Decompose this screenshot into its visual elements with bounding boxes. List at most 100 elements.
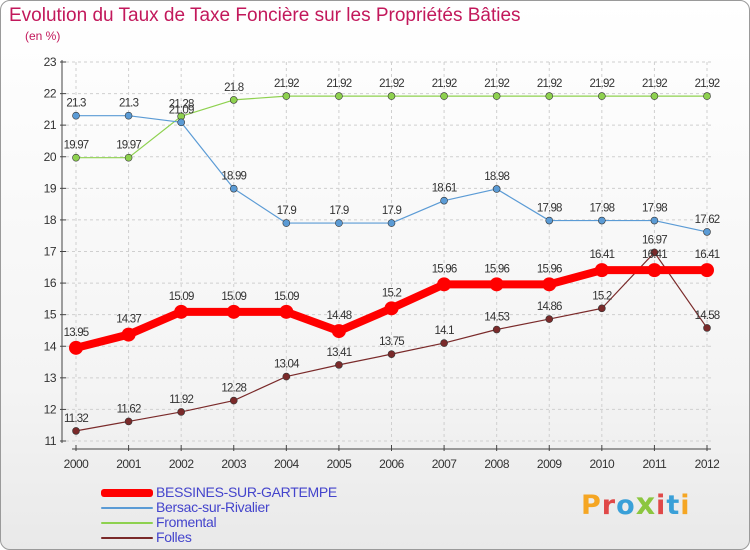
- x-tick-label: 2003: [221, 457, 247, 471]
- data-label-bersac: 17.9: [277, 205, 297, 217]
- data-point-folles: [282, 372, 291, 381]
- data-label-bersac: 17.98: [642, 203, 667, 215]
- legend-swatch: [101, 489, 153, 497]
- data-label-folles: 13.41: [327, 347, 352, 359]
- data-point-bessines: [121, 327, 136, 342]
- x-tick-label: 2010: [589, 457, 615, 471]
- data-point-bessines: [647, 263, 662, 278]
- data-point-bessines: [69, 340, 83, 355]
- data-point-bessines: [331, 324, 346, 339]
- data-point-folles: [703, 324, 711, 332]
- x-tick-label: 2000: [64, 457, 90, 471]
- data-point-bersac: [387, 219, 396, 227]
- chart-subtitle: (en %): [25, 29, 61, 43]
- data-label-fromental: 21.92: [274, 78, 299, 90]
- legend-swatch: [101, 522, 153, 524]
- data-point-bersac: [335, 219, 343, 227]
- data-point-bessines: [542, 277, 557, 292]
- data-point-bersac: [545, 216, 554, 225]
- y-tick-label: 15: [44, 308, 57, 322]
- data-label-folles: 13.04: [274, 359, 300, 371]
- data-label-fromental: 21.92: [695, 78, 720, 90]
- data-point-bersac: [282, 219, 291, 227]
- x-tick-label: 2001: [116, 457, 142, 471]
- data-point-folles: [650, 248, 659, 257]
- data-label-bersac: 17.98: [537, 203, 562, 215]
- data-label-folles: 14.53: [484, 312, 509, 324]
- data-label-fromental: 21.92: [379, 78, 404, 90]
- y-tick-label: 11: [45, 434, 57, 448]
- data-label-bessines: 15.09: [169, 291, 194, 303]
- data-point-bersac: [598, 216, 606, 225]
- x-tick-label: 2009: [537, 457, 563, 471]
- data-point-fromental: [387, 92, 396, 100]
- data-point-bersac: [492, 185, 501, 193]
- data-label-folles: 11.92: [169, 394, 193, 406]
- data-point-bessines: [226, 304, 241, 319]
- y-tick-label: 23: [44, 55, 57, 69]
- grid-lines: [66, 61, 711, 442]
- data-label-bersac: 21.3: [66, 98, 86, 110]
- legend-label: BESSINES-SUR-GARTEMPE: [156, 484, 337, 500]
- legend-label: Bersac-sur-Rivalier: [156, 499, 270, 515]
- data-label-bersac: 17.9: [382, 205, 402, 217]
- data-label-fromental: 21.92: [589, 78, 614, 90]
- x-tick-label: 2004: [274, 457, 300, 471]
- data-point-bessines: [700, 263, 714, 278]
- data-point-bersac: [650, 216, 659, 225]
- data-label-bessines: 14.48: [327, 310, 352, 322]
- data-point-bessines: [594, 263, 609, 278]
- data-label-bessines: 16.41: [589, 249, 614, 261]
- data-label-folles: 16.97: [642, 234, 667, 246]
- data-label-fromental: 21.28: [169, 98, 194, 110]
- data-label-bersac: 18.61: [432, 183, 457, 195]
- x-tick-label: 2005: [327, 457, 353, 471]
- x-tick-label: 2012: [695, 457, 721, 471]
- data-label-fromental: 21.92: [484, 78, 509, 90]
- legend-swatch: [101, 537, 153, 539]
- data-label-bersac: 18.99: [221, 171, 246, 183]
- series-points: [69, 92, 714, 435]
- data-point-folles: [335, 361, 343, 369]
- x-tick-label: 2011: [643, 457, 668, 471]
- y-tick-label: 12: [44, 402, 57, 416]
- data-point-fromental: [282, 92, 291, 100]
- data-label-fromental: 21.8: [224, 82, 244, 94]
- data-label-bessines: 15.09: [221, 291, 246, 303]
- y-tick-label: 21: [44, 118, 57, 132]
- data-label-fromental: 19.97: [116, 140, 141, 152]
- data-label-bersac: 21.3: [119, 98, 139, 110]
- data-point-fromental: [650, 92, 659, 100]
- legend-swatch: [101, 507, 153, 509]
- data-point-bersac: [124, 111, 133, 120]
- y-tick-label: 13: [44, 371, 57, 385]
- data-label-folles: 14.58: [695, 310, 720, 322]
- legend-label: Fromental: [156, 514, 217, 530]
- data-point-fromental: [229, 96, 238, 104]
- data-point-folles: [177, 408, 185, 416]
- data-label-folles: 15.2: [592, 290, 612, 302]
- data-point-folles: [545, 315, 554, 323]
- data-point-fromental: [545, 92, 554, 100]
- data-label-folles: 14.86: [537, 301, 562, 313]
- data-label-bessines: 15.96: [537, 263, 562, 275]
- data-label-bessines: 13.95: [64, 327, 89, 339]
- data-point-folles: [72, 427, 80, 435]
- x-tick-label: 2008: [484, 457, 510, 471]
- data-label-folles: 11.32: [64, 413, 88, 425]
- proxiti-logo: Proxiti: [581, 487, 691, 522]
- y-tick-label: 20: [44, 150, 57, 164]
- data-point-bersac: [177, 118, 185, 127]
- data-point-bersac: [72, 111, 80, 120]
- data-point-fromental: [598, 92, 606, 100]
- data-point-fromental: [72, 153, 80, 162]
- data-label-bersac: 17.9: [329, 205, 349, 217]
- data-point-bessines: [384, 301, 399, 316]
- data-point-folles: [440, 339, 448, 347]
- data-label-folles: 12.28: [221, 383, 246, 395]
- data-label-folles: 14.1: [434, 325, 454, 337]
- data-label-bessines: 15.09: [274, 291, 299, 303]
- data-point-bersac: [703, 228, 711, 236]
- data-label-bessines: 15.2: [382, 287, 402, 299]
